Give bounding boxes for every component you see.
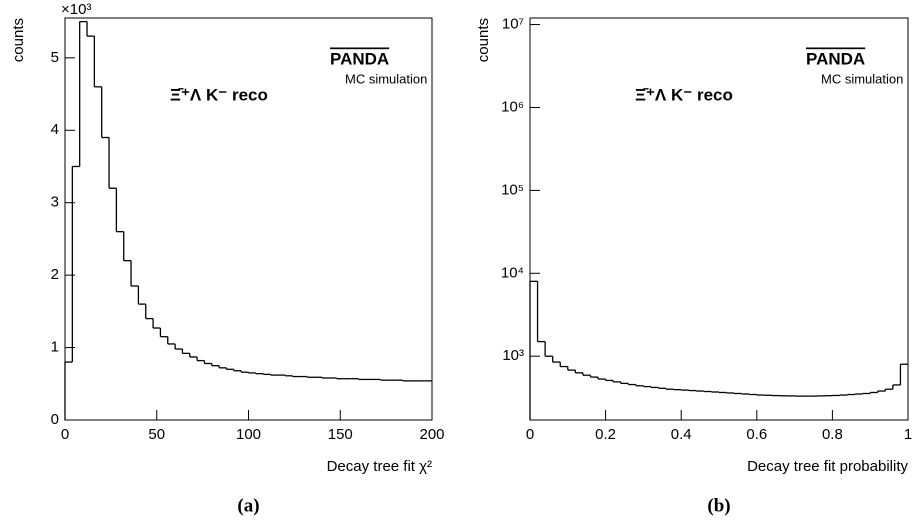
x-tick-label: 0.4 — [671, 426, 692, 443]
plot-frame — [529, 17, 909, 421]
reaction-label: Ξ̄⁺Λ K⁻ reco — [170, 85, 268, 104]
y-tick-label: 0 — [51, 411, 59, 428]
y-tick-label: 10³ — [502, 347, 524, 364]
logo-subtitle: MC simulation — [345, 71, 427, 86]
panel-label: (b) — [707, 495, 730, 516]
y-tick-label: 10⁶ — [501, 98, 524, 115]
y-multiplier: ×10³ — [61, 1, 91, 18]
x-tick-label: 150 — [328, 426, 353, 443]
reaction-label: Ξ̄⁺Λ K⁻ reco — [635, 85, 733, 104]
y-tick-label: 4 — [51, 121, 59, 138]
y-tick-label: 2 — [51, 266, 59, 283]
x-tick-label: 0 — [526, 426, 534, 443]
x-tick-label: 0.8 — [822, 426, 843, 443]
x-tick-label: 100 — [236, 426, 261, 443]
y-axis-label: counts — [475, 18, 492, 62]
logo-subtitle: MC simulation — [821, 71, 903, 86]
x-tick-label: 0.6 — [746, 426, 767, 443]
logo: PANDA — [330, 49, 389, 68]
x-tick-label: 1 — [904, 426, 912, 443]
y-tick-label: 5 — [51, 49, 59, 66]
y-tick-label: 3 — [51, 194, 59, 211]
y-tick-label: 10⁷ — [502, 16, 524, 33]
x-tick-label: 0 — [61, 426, 69, 443]
x-axis-label: Decay tree fit χ² — [327, 458, 432, 475]
logo: PANDA — [806, 49, 865, 68]
y-tick-label: 10⁴ — [501, 264, 524, 281]
y-tick-label: 1 — [51, 339, 59, 356]
x-tick-label: 0.2 — [595, 426, 616, 443]
x-tick-label: 50 — [148, 426, 165, 443]
panel-label: (a) — [237, 495, 259, 516]
y-axis-label: counts — [10, 18, 27, 62]
x-tick-label: 200 — [419, 426, 444, 443]
y-tick-label: 10⁵ — [501, 181, 524, 198]
x-axis-label: Decay tree fit probability — [747, 458, 908, 475]
